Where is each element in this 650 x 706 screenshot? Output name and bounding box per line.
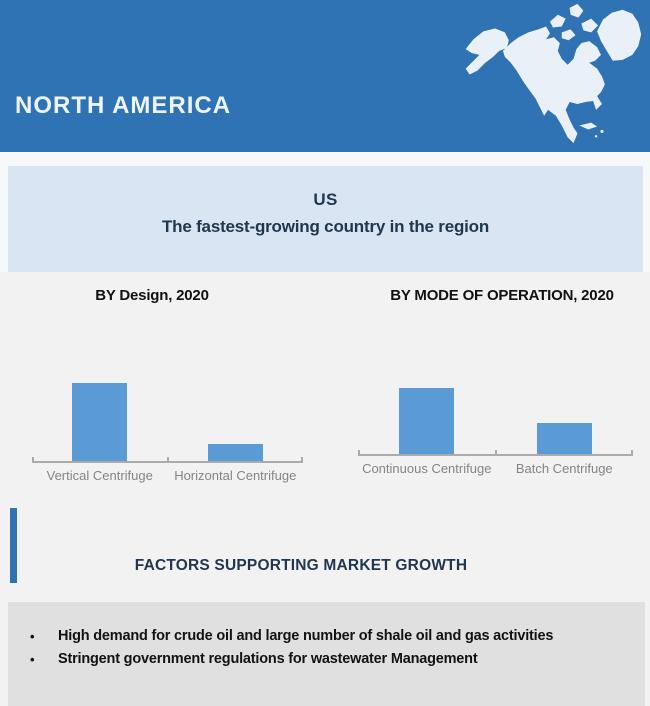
north-america-map-svg	[465, 3, 642, 144]
x-axis	[358, 450, 633, 456]
list-item: High demand for crude oil and large numb…	[8, 625, 645, 648]
accent-bar	[10, 508, 17, 583]
list-item: Stringent government regulations for was…	[8, 648, 645, 671]
bar-slot	[168, 371, 304, 461]
axis-tick	[166, 457, 169, 463]
category-label: Continuous Centrifuge	[362, 461, 492, 476]
x-axis	[32, 457, 303, 463]
category-label: Horizontal Centrifuge	[174, 468, 297, 483]
bar-vertical-centrifuge	[72, 383, 128, 461]
country-subtitle: The fastest-growing country in the regio…	[161, 217, 490, 236]
factors-list-box: High demand for crude oil and large numb…	[8, 602, 645, 706]
region-title: NORTH AMERICA	[15, 92, 232, 119]
bar-batch-centrifuge	[536, 423, 592, 454]
header-band: NORTH AMERICA	[0, 0, 650, 152]
category-labels-by-mode-of-operation: Continuous Centrifuge Batch Centrifuge	[358, 461, 633, 476]
bar-horizontal-centrifuge	[207, 444, 263, 461]
bar-slot	[32, 371, 168, 461]
bar-chart-by-mode-of-operation	[358, 364, 634, 456]
bar-chart-by-design	[32, 371, 304, 463]
axis-tick	[494, 450, 497, 456]
category-label: Batch Centrifuge	[515, 461, 613, 476]
factors-section-title: FACTORS SUPPORTING MARKET GROWTH	[134, 557, 468, 574]
country-name: US	[313, 190, 338, 209]
category-labels-by-design: Vertical Centrifuge Horizontal Centrifug…	[32, 468, 303, 483]
bar-slot	[358, 364, 496, 454]
chart-title-by-mode-of-operation: BY MODE OF OPERATION, 2020	[390, 287, 614, 304]
country-highlight-banner: US The fastest-growing country in the re…	[8, 166, 643, 272]
category-label: Vertical Centrifuge	[46, 468, 153, 483]
bar-continuous-centrifuge	[399, 388, 455, 454]
bar-slot	[496, 364, 634, 454]
factors-list: High demand for crude oil and large numb…	[8, 602, 645, 671]
north-america-map-icon	[450, 0, 650, 152]
chart-title-by-design: BY Design, 2020	[95, 287, 209, 304]
